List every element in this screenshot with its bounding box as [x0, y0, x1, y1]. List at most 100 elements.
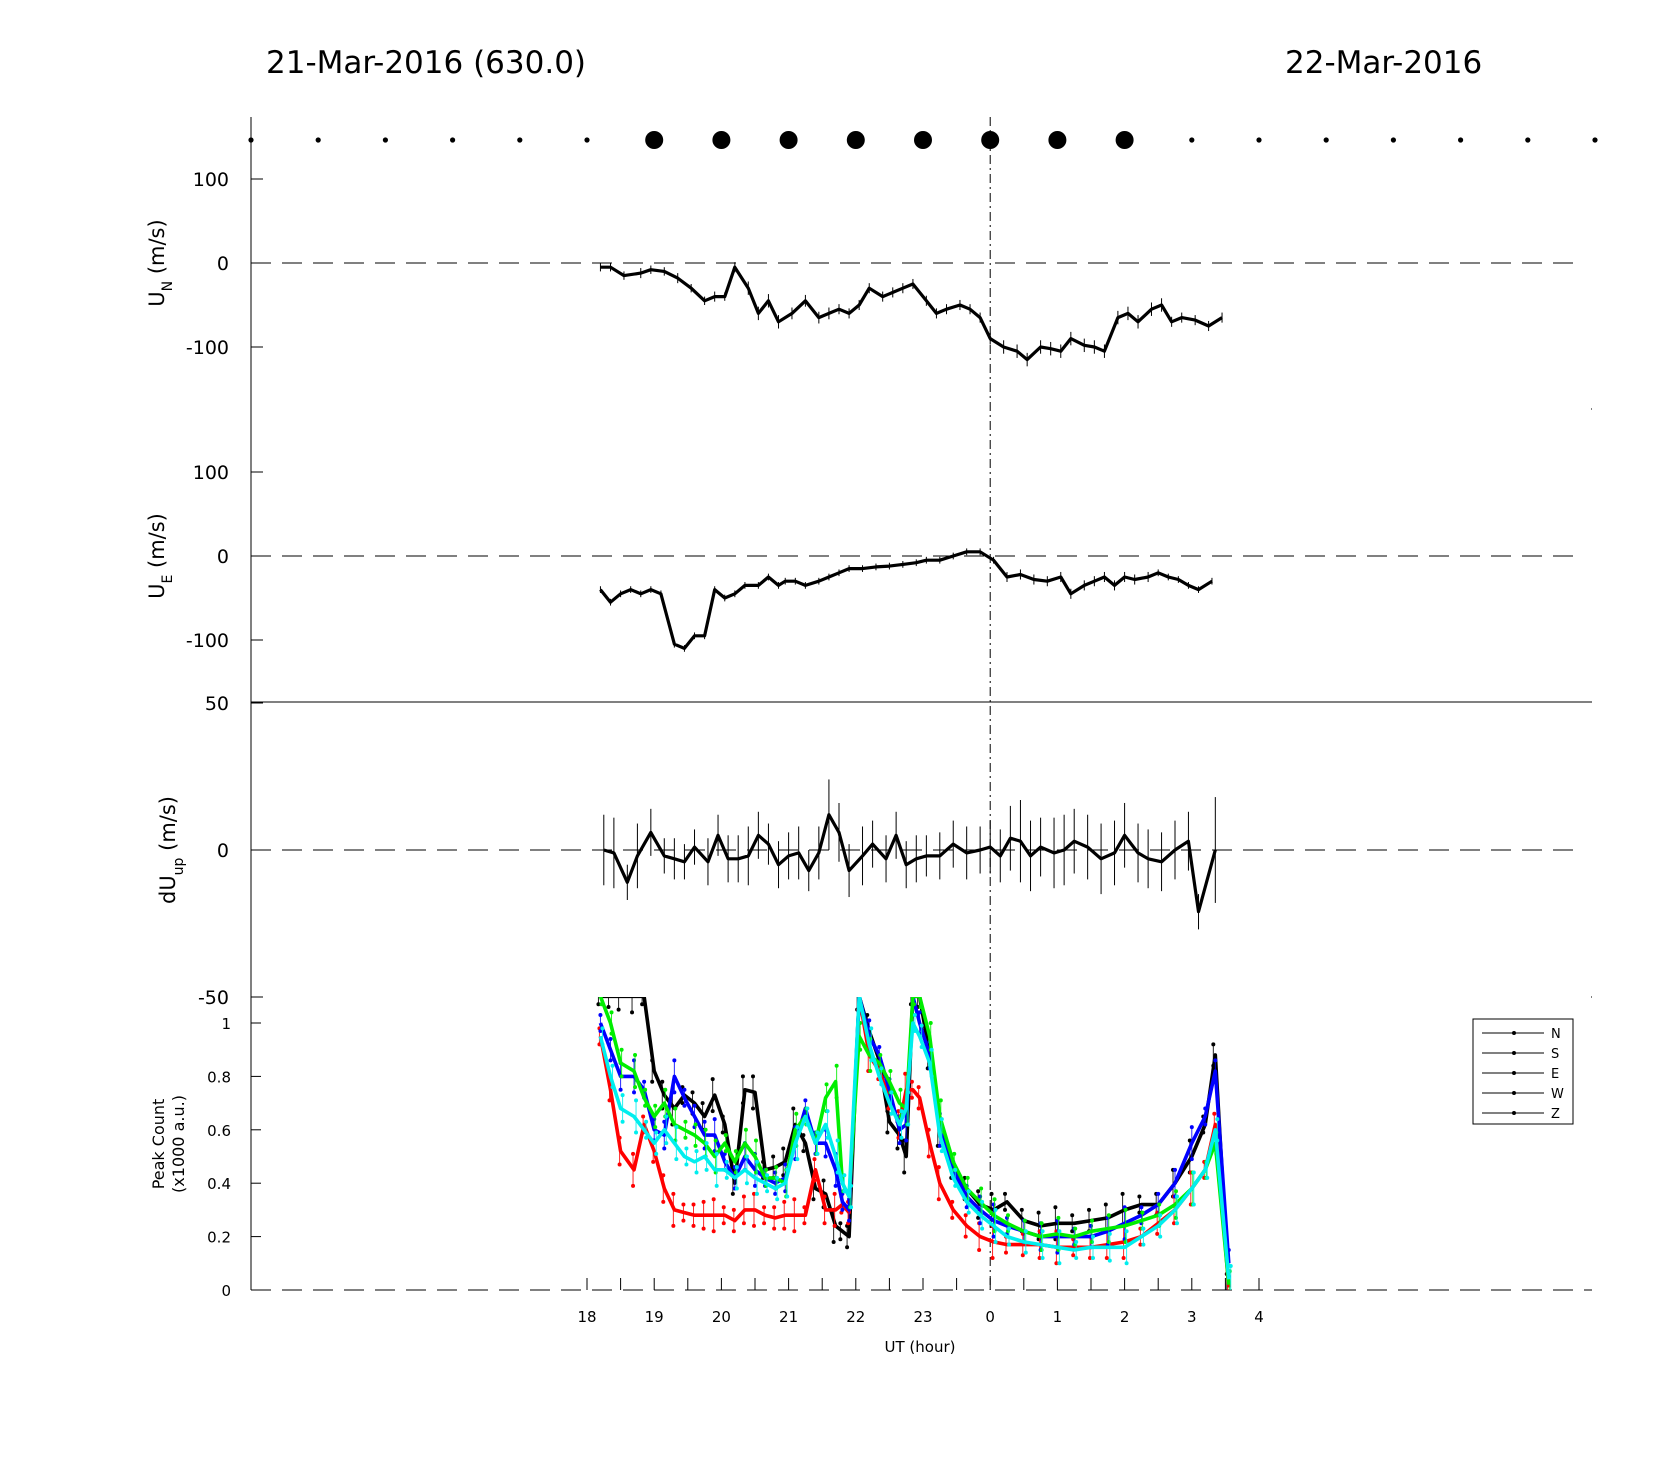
series-marker	[1173, 1167, 1177, 1172]
series-marker	[741, 1194, 746, 1199]
series-marker	[600, 1026, 605, 1031]
series-marker	[909, 1095, 914, 1100]
series-marker	[740, 1074, 745, 1079]
series-marker	[703, 1127, 708, 1132]
series-marker	[1137, 1210, 1142, 1215]
series-marker	[620, 1093, 625, 1098]
series-marker	[619, 1047, 624, 1052]
series-marker	[690, 1090, 695, 1095]
series-marker	[792, 1197, 797, 1202]
series-marker	[617, 1162, 622, 1167]
series-marker	[1053, 1205, 1058, 1210]
series-marker	[662, 1146, 667, 1151]
cloud-dot	[584, 137, 590, 143]
series-marker	[744, 1154, 749, 1159]
series-marker	[919, 984, 923, 988]
x-tick-label: 2	[1120, 1308, 1130, 1326]
series-marker	[877, 1045, 882, 1050]
series-marker	[1037, 1255, 1042, 1260]
legend-marker	[1512, 1111, 1516, 1115]
series-marker	[762, 1221, 767, 1226]
series-marker	[643, 1087, 648, 1092]
series-marker	[855, 981, 859, 985]
series-marker	[1020, 1253, 1025, 1258]
y-axis-label: UE (m/s)	[145, 513, 176, 599]
series-marker	[733, 1149, 738, 1154]
series-marker	[904, 1138, 909, 1143]
series-marker	[631, 1183, 636, 1188]
series-marker	[980, 1199, 985, 1204]
series-marker	[856, 981, 860, 985]
series-marker	[634, 1130, 639, 1135]
series-marker	[964, 1205, 969, 1210]
series-marker	[909, 986, 913, 990]
legend-marker	[1512, 1031, 1516, 1035]
series-marker	[1091, 1234, 1095, 1239]
series-marker	[664, 1114, 669, 1119]
series-marker	[1175, 1194, 1179, 1199]
series-marker	[1139, 1205, 1144, 1210]
series-marker	[857, 981, 861, 985]
series-marker	[849, 1205, 854, 1210]
series-marker	[700, 1101, 705, 1106]
series-marker	[596, 986, 600, 990]
series-marker	[1121, 1255, 1126, 1260]
series-marker	[1124, 1261, 1129, 1266]
cloud-cover-dots	[248, 131, 1598, 149]
cloud-dot	[450, 137, 456, 143]
series-marker	[928, 1021, 933, 1025]
series-marker	[721, 1205, 726, 1210]
series-marker	[919, 1023, 924, 1028]
series-marker	[795, 1157, 800, 1162]
cloud-dot	[645, 131, 664, 149]
series-marker	[838, 1221, 843, 1226]
series-marker	[1071, 1253, 1076, 1258]
series-marker	[771, 1154, 776, 1159]
series-marker	[906, 1122, 911, 1127]
series-marker	[640, 1002, 645, 1007]
panel-u-east: 100 0 -100 UE (m/s)	[145, 462, 1580, 652]
series-marker	[805, 1106, 810, 1111]
series-marker	[847, 1218, 852, 1223]
series-marker	[701, 1199, 706, 1204]
series-marker	[1091, 1255, 1095, 1260]
series-marker	[710, 1109, 715, 1114]
series-marker	[1054, 1261, 1059, 1266]
series-marker	[1158, 1234, 1163, 1239]
series-marker	[681, 1202, 686, 1207]
series-marker	[672, 1058, 677, 1063]
series-marker	[822, 1221, 827, 1226]
series-marker	[1074, 1255, 1079, 1260]
y-tick-label: 0	[221, 1282, 231, 1300]
series-marker	[734, 1186, 739, 1191]
series-marker	[1225, 1299, 1229, 1303]
series-marker	[608, 1037, 613, 1042]
series-marker	[845, 1245, 850, 1250]
series-marker	[631, 1151, 636, 1156]
series-marker	[821, 1178, 826, 1183]
series-marker	[634, 1098, 639, 1103]
series-marker	[651, 1159, 656, 1164]
series-marker	[801, 1149, 806, 1154]
series-marker	[1039, 1221, 1044, 1226]
right-title: 22-Mar-2016	[1285, 45, 1483, 81]
series-marker	[772, 1226, 777, 1231]
series-marker	[916, 984, 920, 988]
series-marker	[912, 1012, 917, 1017]
series-marker	[1087, 1207, 1091, 1212]
series-marker	[644, 1119, 649, 1124]
series-marker	[916, 1085, 921, 1090]
series-marker	[1215, 1117, 1220, 1122]
legend-label: S	[1551, 1047, 1559, 1062]
series-marker	[616, 1007, 621, 1012]
series-marker	[674, 1157, 679, 1162]
series-marker	[633, 1053, 638, 1058]
series-marker	[823, 1154, 828, 1159]
series-marker	[682, 1087, 687, 1092]
series-marker	[902, 1170, 907, 1175]
cloud-dot	[1189, 137, 1195, 143]
series-marker	[653, 1125, 658, 1130]
y-label-main: U	[145, 291, 169, 306]
series-marker	[772, 1205, 777, 1210]
